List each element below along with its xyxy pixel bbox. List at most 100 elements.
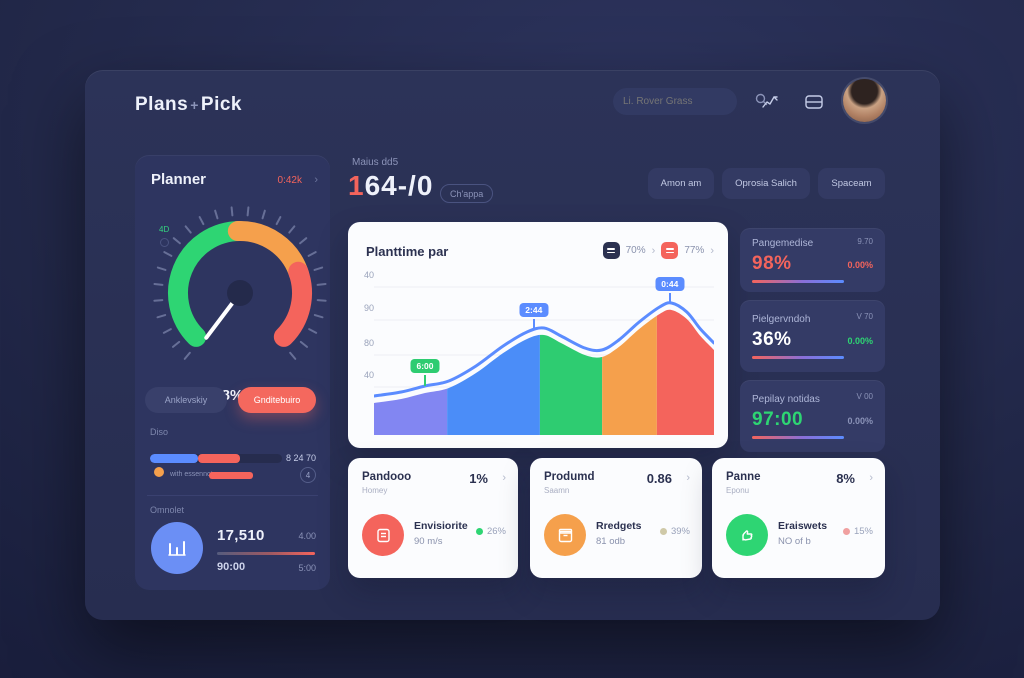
percent-text: 26% <box>486 526 506 537</box>
gauge-tag: 4D <box>159 225 170 234</box>
stat-value: 98% <box>752 253 792 274</box>
card-stat: 8% <box>836 471 855 486</box>
action-button-2[interactable]: Oprosia Salich <box>722 168 810 199</box>
search-bar[interactable] <box>613 88 768 115</box>
item-percent: 15% <box>842 526 873 537</box>
stat-delta: 0.00% <box>847 260 873 270</box>
stat-underline <box>752 280 844 283</box>
progress-segment-blue <box>150 454 198 463</box>
notification-icon[interactable] <box>757 90 783 114</box>
stat-card-1[interactable]: Pangemedise 9.70 98% 0.00% <box>740 228 885 292</box>
y-axis-tick: 90 <box>363 303 374 313</box>
headline-badge[interactable]: Ch'appa <box>440 184 494 203</box>
chart-tooltip: 0:44 <box>655 276 685 291</box>
wallet-icon[interactable] <box>801 90 827 114</box>
gauge-chart <box>153 206 327 360</box>
gauge-tag-ring-icon <box>160 238 169 247</box>
legend-value: 77% <box>684 245 705 256</box>
section-eyebrow: Maius dd5 <box>352 157 399 168</box>
chevron-right-icon[interactable]: › <box>314 174 318 186</box>
count-badge: 4 <box>300 467 316 483</box>
item-name: Eraiswets <box>778 520 828 532</box>
y-axis-tick: 80 <box>363 338 374 348</box>
chevron-right-icon[interactable]: › <box>502 472 506 484</box>
stat-underline <box>752 356 844 359</box>
status-dot <box>842 528 850 535</box>
divider <box>147 495 318 496</box>
bar-chart-icon <box>151 522 203 574</box>
summary-card-1[interactable]: Pandooo Homey 1% › Envisiorite 90 m/s 26… <box>348 458 518 578</box>
chevron-right-icon[interactable]: › <box>686 472 690 484</box>
item-name: Rredgets <box>596 520 642 532</box>
stat-value: 36% <box>752 329 792 350</box>
user-avatar[interactable] <box>843 79 886 122</box>
usage-row-text: with essennot <box>170 471 213 478</box>
stat-card-2[interactable]: Pielgervndoh V 70 36% 0.00% <box>740 300 885 372</box>
progress-segment-red <box>197 454 240 463</box>
card-subtitle: Homey <box>362 486 388 495</box>
legend-dot <box>154 467 164 477</box>
chevron-right-icon[interactable]: › <box>710 244 714 257</box>
card-stat: 1% <box>469 471 488 486</box>
widget-value-badge: 0:42k <box>277 175 302 186</box>
stat-label: Pepilay notidas <box>752 394 820 405</box>
chevron-right-icon[interactable]: › <box>869 472 873 484</box>
stat-top-value: V 70 <box>856 312 873 321</box>
stat-delta: 0.00% <box>847 336 873 346</box>
item-detail: 81 odb <box>596 536 626 547</box>
headline-metric: 164-/0 <box>348 170 433 202</box>
usage-progress-bar <box>150 454 282 463</box>
summary-label: Omnolet <box>150 505 185 515</box>
search-input[interactable] <box>623 96 755 107</box>
usage-stats: 8 24 70 <box>285 453 316 463</box>
action-button-1[interactable]: Amon am <box>648 168 714 199</box>
dashboard-panel: Plans+Pick Planner 0:42k › 4D 8% Anklevs… <box>85 70 940 620</box>
summary-card-3[interactable]: Panne Eponu 8% › Eraiswets NO of b 15% <box>712 458 885 578</box>
y-axis-tick: 40 <box>363 370 374 380</box>
tooltip-stem <box>424 375 426 386</box>
legend-icon-dark <box>602 242 620 259</box>
tooltip-stem <box>532 319 535 331</box>
tooltip-stem <box>668 292 671 304</box>
gauge-value: 8% <box>221 387 244 404</box>
box-icon <box>544 514 586 556</box>
action-button-3[interactable]: Spaceam <box>818 168 885 199</box>
card-subtitle: Saamn <box>544 486 570 495</box>
headline-accent: 1 <box>348 170 365 201</box>
summary-card-2[interactable]: Produmd Saamn 0.86 › Rredgets 81 odb 39% <box>530 458 702 578</box>
area-chart <box>374 286 714 435</box>
widget-title: Planner <box>151 171 207 188</box>
logo-text-left: Plans <box>135 94 189 115</box>
stat-card-3[interactable]: Pepilay notidas V 00 97:00 0.00% <box>740 380 885 452</box>
legend-icon-red <box>661 242 679 259</box>
document-icon <box>362 514 404 556</box>
summary-value: 17,510 <box>217 527 265 544</box>
chart-title: Planttime par <box>366 244 449 259</box>
card-title: Panne <box>726 471 761 483</box>
secondary-button[interactable]: Anklevskiy <box>145 387 227 413</box>
chart-tooltip: 6:00 <box>410 359 440 373</box>
item-name: Envisiorite <box>414 520 468 532</box>
card-subtitle: Eponu <box>726 486 750 495</box>
stat-value: 97:00 <box>752 409 804 430</box>
stat-underline <box>752 436 844 439</box>
card-stat: 0.86 <box>646 471 672 486</box>
headline-rest: 64-/0 <box>364 170 434 201</box>
item-percent: 26% <box>475 526 506 537</box>
usage-label: Diso <box>150 427 169 437</box>
logo-plus-icon: + <box>190 97 199 113</box>
card-title: Pandooo <box>362 471 412 483</box>
chart-card: Planttime par 70% › 77% › 40 90 80 40 6:… <box>348 222 728 448</box>
hand-icon <box>726 514 768 556</box>
item-percent: 39% <box>659 526 690 537</box>
stat-top-value: 9.70 <box>857 237 873 246</box>
primary-button[interactable]: Gnditebuiro <box>238 387 316 413</box>
chevron-right-icon[interactable]: › <box>651 244 656 257</box>
summary-sub-right: 5:00 <box>298 563 316 573</box>
item-detail: 90 m/s <box>414 536 443 547</box>
summary-sub: 90:00 <box>217 561 246 573</box>
y-axis-tick: 40 <box>363 270 374 280</box>
status-dot <box>659 528 667 535</box>
planner-widget: Planner 0:42k › 4D 8% Anklevskiy Gnditeb… <box>135 155 330 590</box>
